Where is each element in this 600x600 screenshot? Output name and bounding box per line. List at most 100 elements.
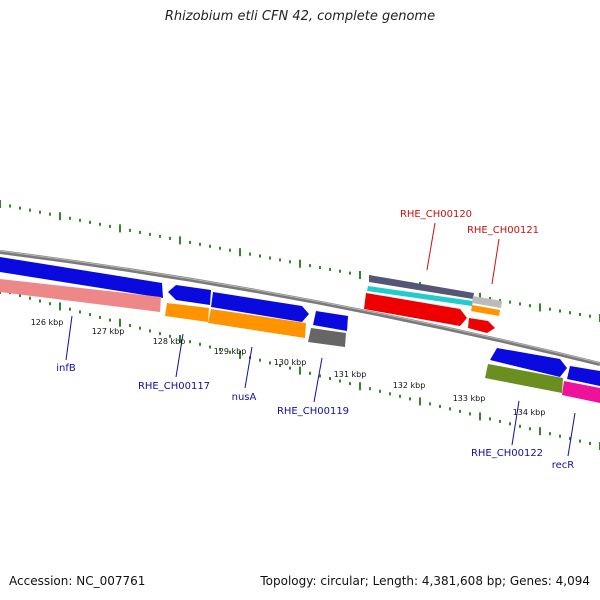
scale-tick [569, 437, 571, 441]
scale-tick [39, 210, 41, 214]
scale-tick [9, 204, 11, 208]
gene-rhe_ch00122[interactable] [485, 364, 563, 393]
scale-tick [189, 340, 191, 344]
scale-tick [509, 300, 511, 304]
scale-tick [359, 382, 361, 391]
scale-tick [519, 424, 521, 428]
gene-label-rhe_ch00122[interactable]: RHE_CH00122 [471, 448, 543, 459]
scale-tick [459, 409, 461, 413]
gene-rhe_ch00120-cyan[interactable] [367, 286, 473, 306]
scale-tick [249, 252, 251, 256]
scale-tick [159, 234, 161, 238]
scale-label: 126 kbp [31, 318, 64, 327]
scale-tick [219, 246, 221, 250]
scale-tick [339, 269, 341, 273]
scale-tick [569, 311, 571, 315]
scale-tick [299, 259, 301, 268]
scale-tick [29, 296, 31, 300]
scale-tick [549, 432, 551, 436]
gene-label-infB[interactable]: infB [56, 363, 76, 374]
scale-label: 133 kbp [453, 394, 486, 403]
scale-tick [539, 303, 541, 312]
scale-tick [389, 392, 391, 396]
gene-label-rhe_ch00117[interactable]: RHE_CH00117 [138, 381, 210, 392]
scale-tick [129, 228, 131, 232]
gene-label-nusA[interactable]: nusA [232, 392, 257, 403]
scale-tick [589, 314, 591, 318]
scale-tick [189, 240, 191, 244]
gene-red-small[interactable] [468, 318, 495, 333]
scale-tick [149, 232, 151, 236]
scale-tick [89, 220, 91, 224]
scale-tick [159, 332, 161, 336]
gene-rhe_ch00117[interactable] [165, 303, 209, 322]
scale-tick [79, 310, 81, 314]
scale-tick [59, 212, 61, 221]
scale-tick [69, 307, 71, 311]
scale-tick [29, 208, 31, 212]
scale-tick [479, 292, 481, 301]
gene-rhe_ch00121-grey[interactable] [472, 296, 502, 308]
gene-rhe_ch00119[interactable] [308, 328, 346, 347]
gene-label-group: infB RHE_CH00117 nusA RHE_CH00119 RHE_CH… [56, 209, 574, 471]
map-title: Rhizobium etli CFN 42, complete genome [164, 9, 436, 24]
scale-tick [259, 358, 261, 362]
scale-tick [69, 216, 71, 220]
gene-label-recR[interactable]: recR [552, 460, 575, 471]
gene-magenta[interactable] [562, 381, 600, 403]
scale-tick [259, 254, 261, 258]
scale-tick [179, 236, 181, 245]
gene-nusA[interactable] [211, 292, 309, 322]
scale-tick [539, 427, 541, 436]
gene-recR[interactable] [567, 366, 600, 386]
gene-label-rhe_ch00121[interactable]: RHE_CH00121 [467, 225, 539, 236]
gene-rhe_ch00120-purple[interactable] [369, 275, 474, 299]
scale-tick [279, 258, 281, 262]
gene-infB[interactable] [0, 257, 163, 298]
gene-red-large[interactable] [364, 293, 467, 326]
scale-tick [489, 417, 491, 421]
scale-tick [329, 267, 331, 271]
scale-tick [309, 371, 311, 375]
scale-label: 129 kbp [214, 347, 247, 356]
scale-tick [109, 224, 111, 228]
scale-tick [219, 348, 221, 352]
scale-tick [239, 248, 241, 257]
scale-tick [99, 222, 101, 226]
gene-label-rhe_ch00119[interactable]: RHE_CH00119 [277, 406, 349, 417]
scale-tick [229, 350, 231, 354]
scale-tick [349, 382, 351, 386]
scale-tick [529, 304, 531, 308]
scale-tick [319, 374, 321, 378]
scale-tick [419, 397, 421, 406]
scale-tick [199, 242, 201, 246]
gene-rhe_ch00121-orange[interactable] [471, 305, 500, 316]
gene-pink[interactable] [0, 279, 161, 312]
scale-tick [99, 315, 101, 319]
scale-tick [199, 342, 201, 346]
scale-tick [109, 318, 111, 322]
scale-tick [559, 434, 561, 438]
gene-blue-5[interactable] [490, 348, 567, 377]
scale-tick [579, 439, 581, 443]
genome-backbone [0, 250, 600, 366]
scale-tick [19, 294, 21, 297]
scale-tick [429, 402, 431, 406]
scale-tick [589, 442, 591, 445]
gene-label-rhe_ch00120[interactable]: RHE_CH00120 [400, 209, 472, 220]
gene-reverse-blue-1[interactable] [168, 285, 211, 305]
scale-tick [529, 427, 531, 431]
scale-tick [489, 297, 491, 301]
gene-blue-4[interactable] [313, 311, 348, 331]
scale-ticks [0, 200, 600, 450]
scale-tick [269, 256, 271, 260]
scale-tick [239, 351, 241, 359]
scale-tick [79, 218, 81, 222]
scale-tick [89, 313, 91, 317]
scale-label: 134 kbp [513, 408, 546, 417]
scale-tick [359, 271, 361, 279]
gene-nusA-orange[interactable] [208, 309, 306, 338]
scale-tick [339, 379, 341, 383]
scale-label: 128 kbp [153, 337, 186, 346]
label-leaders [65, 222, 576, 457]
